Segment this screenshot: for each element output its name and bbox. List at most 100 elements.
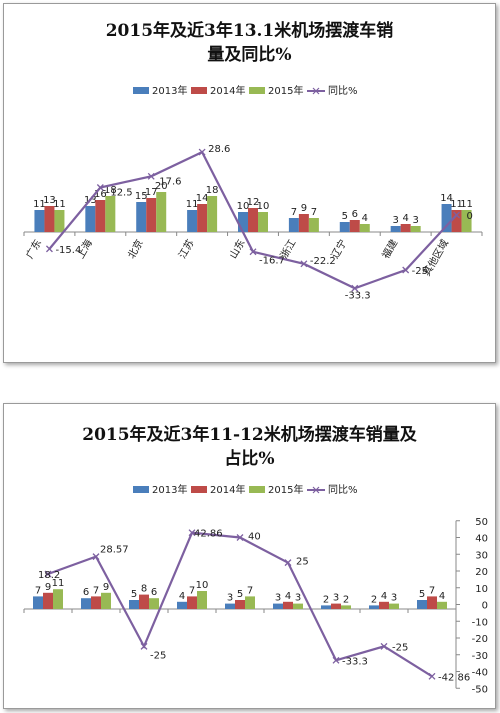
chart-panel-2: 2015年及近3年11-12米机场摆渡车销量及 占比% 2013年 2014年 20… bbox=[3, 403, 496, 709]
chart-1-yoy-point bbox=[249, 248, 257, 256]
chart-2-bar bbox=[273, 603, 283, 609]
chart-2-bar bbox=[129, 600, 139, 609]
chart-1-category-label: 北京 bbox=[125, 237, 146, 261]
chart-1-category-label: 山东 bbox=[226, 237, 247, 261]
chart-2-yoy-point bbox=[236, 534, 244, 541]
chart-2-bar-label: 8 bbox=[141, 584, 147, 595]
chart-1-legend-marker bbox=[312, 87, 320, 95]
chart-1-bar bbox=[207, 196, 218, 232]
chart-1-bar-label: 10 bbox=[257, 201, 270, 212]
chart-1-legend-label-3: 同比% bbox=[328, 85, 358, 97]
chart-1-title-line-2: 量及同比% bbox=[207, 45, 292, 65]
chart-2-bar bbox=[91, 596, 101, 609]
chart-1-bar bbox=[258, 212, 268, 232]
chart-2-bar bbox=[417, 600, 427, 609]
chart-1-yoy-label: -25 bbox=[412, 266, 428, 277]
chart-1-bar bbox=[390, 226, 401, 232]
chart-1-bar-label: 11 bbox=[33, 199, 46, 210]
chart-2-y2-tick-label: 10 bbox=[475, 584, 488, 595]
chart-2-legend-swatch-0 bbox=[133, 486, 149, 493]
chart-2-yoy-point bbox=[332, 656, 340, 664]
chart-1-bar-label: 11 bbox=[460, 199, 473, 210]
chart-1-legend-swatch-1 bbox=[191, 87, 207, 94]
chart-1-bar-label: 7 bbox=[311, 207, 317, 218]
chart-1-bar bbox=[197, 204, 208, 232]
chart-1-bar bbox=[400, 224, 411, 232]
chart-2-legend-swatch-2 bbox=[249, 486, 265, 493]
chart-2-bar bbox=[437, 601, 447, 609]
chart-2-legend-label-0: 2013年 bbox=[152, 483, 187, 496]
chart-2-bar-label: 6 bbox=[151, 587, 157, 598]
chart-2-bar bbox=[197, 591, 207, 609]
chart-1-bar-label: 18 bbox=[206, 185, 219, 196]
chart-1-yoy-point bbox=[147, 172, 155, 180]
chart-1-bar-label: 16 bbox=[94, 189, 107, 200]
chart-2-legend-label-2: 2015年 bbox=[268, 483, 303, 496]
chart-1-bar bbox=[34, 210, 45, 232]
chart-1-yoy-point bbox=[96, 184, 104, 191]
chart-2-bar-label: 7 bbox=[35, 585, 41, 596]
chart-2-bar-label: 3 bbox=[333, 593, 339, 604]
chart-1-bar bbox=[461, 210, 472, 232]
chart-1-bar-label: 12 bbox=[247, 197, 260, 208]
chart-2-bar-label: 2 bbox=[323, 594, 329, 605]
chart-2-y2-tick-label: -20 bbox=[472, 634, 488, 645]
chart-2-y2-tick-label: -10 bbox=[472, 617, 488, 628]
chart-1-yoy-point bbox=[300, 260, 308, 268]
chart-1-bar-label: 17 bbox=[145, 187, 158, 198]
chart-2-yoy-label: -25 bbox=[392, 642, 408, 653]
chart-2-yoy-point bbox=[44, 570, 52, 578]
chart-1-yoy-label: 28.6 bbox=[208, 144, 230, 155]
chart-2-bar-label: 3 bbox=[295, 593, 301, 604]
chart-2-yoy-point bbox=[284, 559, 292, 567]
chart-2-yoy-label: 25 bbox=[296, 557, 309, 568]
chart-1-title-line-1: 2015年及近3年13.1米机场摆渡车销 bbox=[105, 21, 394, 41]
chart-1-bar-label: 14 bbox=[196, 193, 209, 204]
chart-1-yoy-point bbox=[45, 245, 53, 253]
chart-1-yoy-point bbox=[351, 284, 359, 292]
chart-1-yoy-label: -22.2 bbox=[310, 256, 336, 267]
chart-2-bar bbox=[283, 601, 293, 609]
chart-1-category-label: 广东 bbox=[23, 237, 44, 261]
chart-2-bar bbox=[81, 598, 91, 609]
chart-1-yoy-label: -15.4 bbox=[55, 245, 81, 256]
chart-1-bar bbox=[451, 210, 462, 232]
chart-1-legend-label-1: 2014年 bbox=[210, 84, 245, 97]
chart-1-bar-label: 4 bbox=[402, 213, 408, 224]
chart-2-yoy-point bbox=[380, 642, 388, 650]
chart-2-yoy-label: 28.57 bbox=[100, 545, 129, 556]
chart-2-y2-tick-label: 0 bbox=[482, 601, 488, 612]
chart-1-yoy-label: -16.7 bbox=[259, 256, 285, 267]
chart-1-yoy-point bbox=[402, 266, 410, 274]
chart-2-title-line-2: 占比% bbox=[224, 449, 275, 469]
chart-2-bar-label: 3 bbox=[275, 593, 281, 604]
chart-1-bar bbox=[238, 212, 248, 232]
chart-2-bar-label: 5 bbox=[237, 589, 243, 600]
chart-1-bar bbox=[359, 224, 370, 232]
chart-2-bar-label: 7 bbox=[189, 585, 195, 596]
chart-1-legend-swatch-2 bbox=[249, 87, 265, 94]
chart-2-legend-swatch-1 bbox=[191, 486, 207, 493]
chart-1-bar-label: 15 bbox=[135, 191, 148, 202]
chart-2-legend-label-3: 同比% bbox=[328, 484, 358, 496]
chart-1-yoy-label: -33.3 bbox=[345, 290, 371, 301]
chart-1-bar bbox=[441, 204, 452, 232]
chart-2-y2-tick-label: 40 bbox=[475, 534, 488, 545]
chart-2-yoy-label: -25 bbox=[150, 650, 166, 661]
chart-2-bar-label: 5 bbox=[419, 589, 425, 600]
chart-2-bar bbox=[293, 603, 303, 609]
chart-1-bar-label: 5 bbox=[342, 211, 348, 222]
chart-2-bar bbox=[331, 603, 341, 609]
chart-2-bar-label: 5 bbox=[131, 589, 137, 600]
chart-1-bar bbox=[339, 222, 350, 232]
chart-1-bar bbox=[105, 196, 116, 232]
chart-2-bar bbox=[389, 603, 399, 609]
chart-2-bar bbox=[369, 605, 379, 609]
chart-2-yoy-point bbox=[140, 642, 148, 650]
chart-2-yoy-label: 18.2 bbox=[38, 570, 60, 581]
chart-1-legend-label-0: 2013年 bbox=[152, 84, 187, 97]
chart-1-bar bbox=[85, 206, 96, 232]
chart-2-y2-tick-label: 20 bbox=[475, 567, 488, 578]
chart-1-bar bbox=[288, 218, 299, 232]
chart-1-bar-label: 3 bbox=[392, 215, 398, 226]
